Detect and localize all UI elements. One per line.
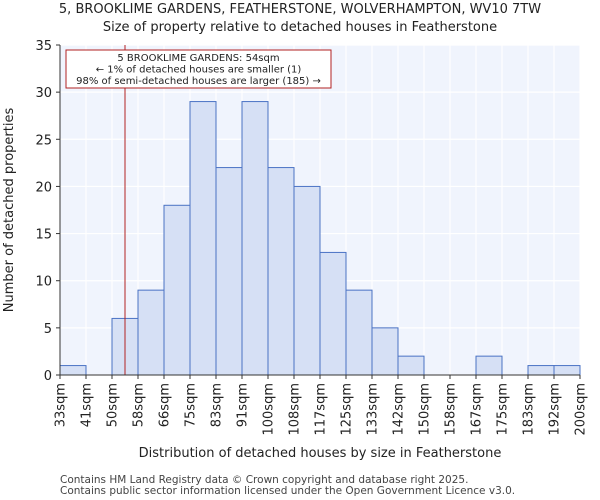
x-tick-label: 100sqm — [262, 383, 277, 436]
bar — [345, 289, 373, 376]
y-tick-label: 20 — [35, 180, 52, 195]
y-tick-label: 30 — [35, 86, 52, 101]
marker-group: 5 BROOKLIME GARDENS: 54sqm← 1% of detach… — [65, 45, 332, 375]
y-tick-label: 10 — [35, 275, 52, 290]
x-tick-label: 75sqm — [184, 383, 199, 427]
x-tick-label: 117sqm — [314, 383, 329, 436]
x-tick-label: 125sqm — [340, 383, 355, 436]
x-axis-label: Distribution of detached houses by size … — [139, 446, 502, 461]
y-axis-label: Number of detached properties — [2, 108, 17, 313]
x-tick-label: 200sqm — [574, 383, 589, 436]
x-tick-label: 158sqm — [444, 383, 459, 436]
annotation-line-3: 98% of semi-detached houses are larger (… — [76, 76, 321, 87]
x-tick-label: 33sqm — [54, 383, 69, 427]
bar — [215, 167, 243, 376]
x-tick-label: 66sqm — [158, 383, 173, 427]
axes: 0 5 10 15 20 25 30 35 33sqm 41sqm 50sqm 58sqm 66sqm 7… — [35, 39, 588, 436]
annotation-line-1: 5 BROOKLIME GARDENS: 54sqm — [117, 53, 279, 64]
y-tick-label: 5 — [44, 322, 52, 337]
footer-line-1: Contains HM Land Registry data © Crown c… — [60, 474, 468, 486]
annotation-box — [65, 49, 332, 89]
y-tick-label: 35 — [35, 39, 52, 54]
bar — [527, 365, 555, 376]
x-tick-label: 192sqm — [548, 383, 563, 436]
bar — [553, 365, 581, 376]
x-tick-label: 150sqm — [418, 383, 433, 436]
x-tick-label: 142sqm — [392, 383, 407, 436]
bar — [241, 101, 269, 376]
x-tick-label: 83sqm — [210, 383, 225, 427]
bar — [319, 251, 347, 376]
bar — [371, 327, 399, 376]
bars — [59, 101, 581, 376]
x-tick-label: 50sqm — [106, 383, 121, 427]
chart-subtitle: Size of property relative to detached ho… — [103, 20, 497, 35]
x-tick-label: 175sqm — [496, 383, 511, 436]
x-tick-label: 41sqm — [80, 383, 95, 427]
y-tick-label: 15 — [35, 228, 52, 243]
bar — [59, 365, 87, 376]
y-tick-label: 25 — [35, 133, 52, 148]
bar — [267, 167, 295, 376]
annotation-line-2: ← 1% of detached houses are smaller (1) — [96, 65, 302, 76]
footer-line-2: Contains public sector information licen… — [60, 485, 515, 497]
bar — [163, 204, 191, 376]
x-tick-label: 91sqm — [236, 383, 251, 427]
bar — [397, 355, 425, 376]
x-tick-label: 133sqm — [366, 383, 381, 436]
x-tick-label: 58sqm — [132, 383, 147, 427]
x-tick-label: 183sqm — [522, 383, 537, 436]
bar — [475, 355, 503, 376]
bar — [137, 289, 165, 376]
x-tick-label: 167sqm — [470, 383, 485, 436]
bar — [293, 185, 321, 376]
chart-title: 5, BROOKLIME GARDENS, FEATHERSTONE, WOLV… — [59, 2, 541, 17]
y-tick-label: 0 — [44, 369, 52, 384]
bar — [189, 101, 217, 376]
x-tick-label: 108sqm — [288, 383, 303, 436]
